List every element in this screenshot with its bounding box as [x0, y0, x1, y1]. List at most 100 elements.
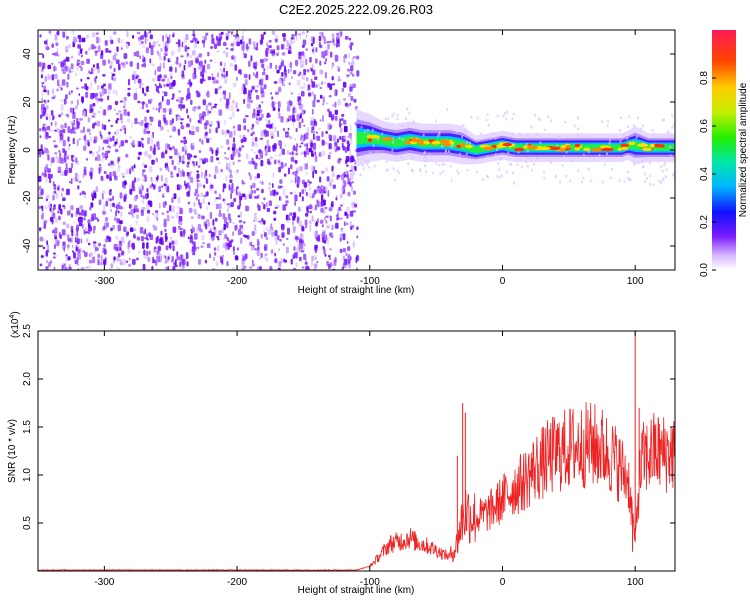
noise-speck	[297, 92, 300, 96]
noise-speck	[230, 239, 234, 243]
noise-speck	[81, 54, 83, 58]
noise-speck	[146, 238, 149, 241]
noise-speck	[229, 63, 234, 67]
noise-speck	[162, 40, 165, 46]
noise-speck	[168, 242, 172, 249]
noise-speck	[289, 68, 292, 73]
noise-speck	[72, 250, 74, 253]
noise-speck	[76, 173, 80, 181]
noise-speck	[170, 175, 174, 178]
noise-speck	[263, 220, 266, 225]
noise-speck	[83, 126, 85, 133]
noise-speck	[301, 31, 305, 35]
noise-speck	[83, 168, 87, 176]
noise-speck	[336, 213, 339, 218]
noise-speck	[180, 107, 183, 111]
noise-speck	[102, 247, 107, 254]
noise-speck	[315, 58, 318, 64]
y-tick-label: -40	[22, 238, 33, 253]
scatter-speck	[392, 140, 395, 144]
noise-speck	[328, 134, 331, 139]
noise-speck	[87, 223, 91, 229]
noise-speck	[328, 207, 333, 212]
noise-speck	[339, 229, 344, 233]
noise-speck	[73, 36, 77, 44]
noise-speck	[260, 85, 263, 92]
noise-speck	[266, 258, 269, 262]
scatter-speck	[649, 182, 652, 186]
noise-speck	[227, 31, 231, 34]
scatter-speck	[408, 111, 411, 115]
noise-speck	[228, 240, 232, 246]
noise-speck	[328, 151, 333, 155]
noise-speck	[322, 206, 326, 214]
noise-speck	[285, 119, 288, 124]
scatter-speck	[491, 132, 494, 135]
noise-speck	[253, 44, 256, 50]
noise-speck	[90, 172, 93, 180]
noise-speck	[179, 170, 183, 178]
noise-speck	[160, 47, 163, 52]
noise-speck	[127, 118, 131, 123]
noise-speck	[239, 195, 243, 201]
noise-speck	[120, 211, 123, 217]
noise-speck	[42, 54, 45, 59]
noise-speck	[246, 128, 250, 133]
ridge-blob	[602, 147, 614, 152]
noise-speck	[131, 186, 136, 192]
noise-speck	[190, 228, 193, 232]
noise-speck	[90, 44, 95, 50]
scatter-speck	[505, 117, 508, 121]
noise-speck	[303, 124, 306, 127]
noise-speck	[144, 123, 149, 128]
noise-speck	[175, 211, 179, 219]
noise-speck	[317, 236, 321, 242]
noise-speck	[169, 135, 172, 138]
noise-speck	[181, 104, 186, 109]
noise-speck	[229, 116, 232, 120]
noise-speck	[316, 186, 321, 193]
noise-speck	[186, 108, 188, 114]
noise-speck	[118, 144, 121, 149]
noise-speck	[322, 230, 326, 236]
noise-speck	[78, 38, 82, 43]
noise-speck	[331, 172, 335, 178]
scatter-speck	[367, 160, 370, 164]
noise-speck	[41, 150, 44, 155]
noise-speck	[316, 99, 320, 103]
scatter-speck	[512, 112, 515, 116]
noise-speck	[300, 59, 305, 65]
noise-speck	[78, 219, 83, 227]
noise-speck	[318, 35, 322, 42]
noise-speck	[54, 34, 58, 41]
scatter-speck	[371, 128, 374, 132]
noise-speck	[121, 172, 125, 177]
noise-speck	[350, 165, 354, 170]
noise-speck	[336, 146, 340, 151]
noise-speck	[59, 139, 62, 144]
noise-speck	[278, 112, 281, 119]
noise-speck	[91, 213, 94, 219]
noise-speck	[239, 39, 243, 45]
noise-speck	[99, 106, 102, 109]
noise-speck	[152, 41, 156, 47]
noise-speck	[60, 171, 65, 177]
noise-speck	[321, 150, 326, 157]
x-tick-label: 0	[500, 577, 506, 588]
noise-speck	[58, 204, 61, 211]
noise-speck	[116, 118, 120, 121]
noise-speck	[162, 201, 166, 208]
scatter-speck	[411, 169, 414, 173]
scatter-speck	[547, 115, 550, 119]
noise-speck	[125, 43, 129, 49]
noise-speck	[331, 114, 335, 120]
noise-speck	[226, 203, 230, 206]
noise-speck	[141, 137, 144, 141]
ridge-blob	[367, 138, 372, 142]
noise-speck	[277, 235, 280, 241]
noise-speck	[45, 136, 49, 140]
noise-speck	[123, 184, 126, 190]
noise-speck	[119, 259, 123, 262]
noise-speck	[92, 256, 96, 264]
noise-speck	[266, 207, 271, 213]
